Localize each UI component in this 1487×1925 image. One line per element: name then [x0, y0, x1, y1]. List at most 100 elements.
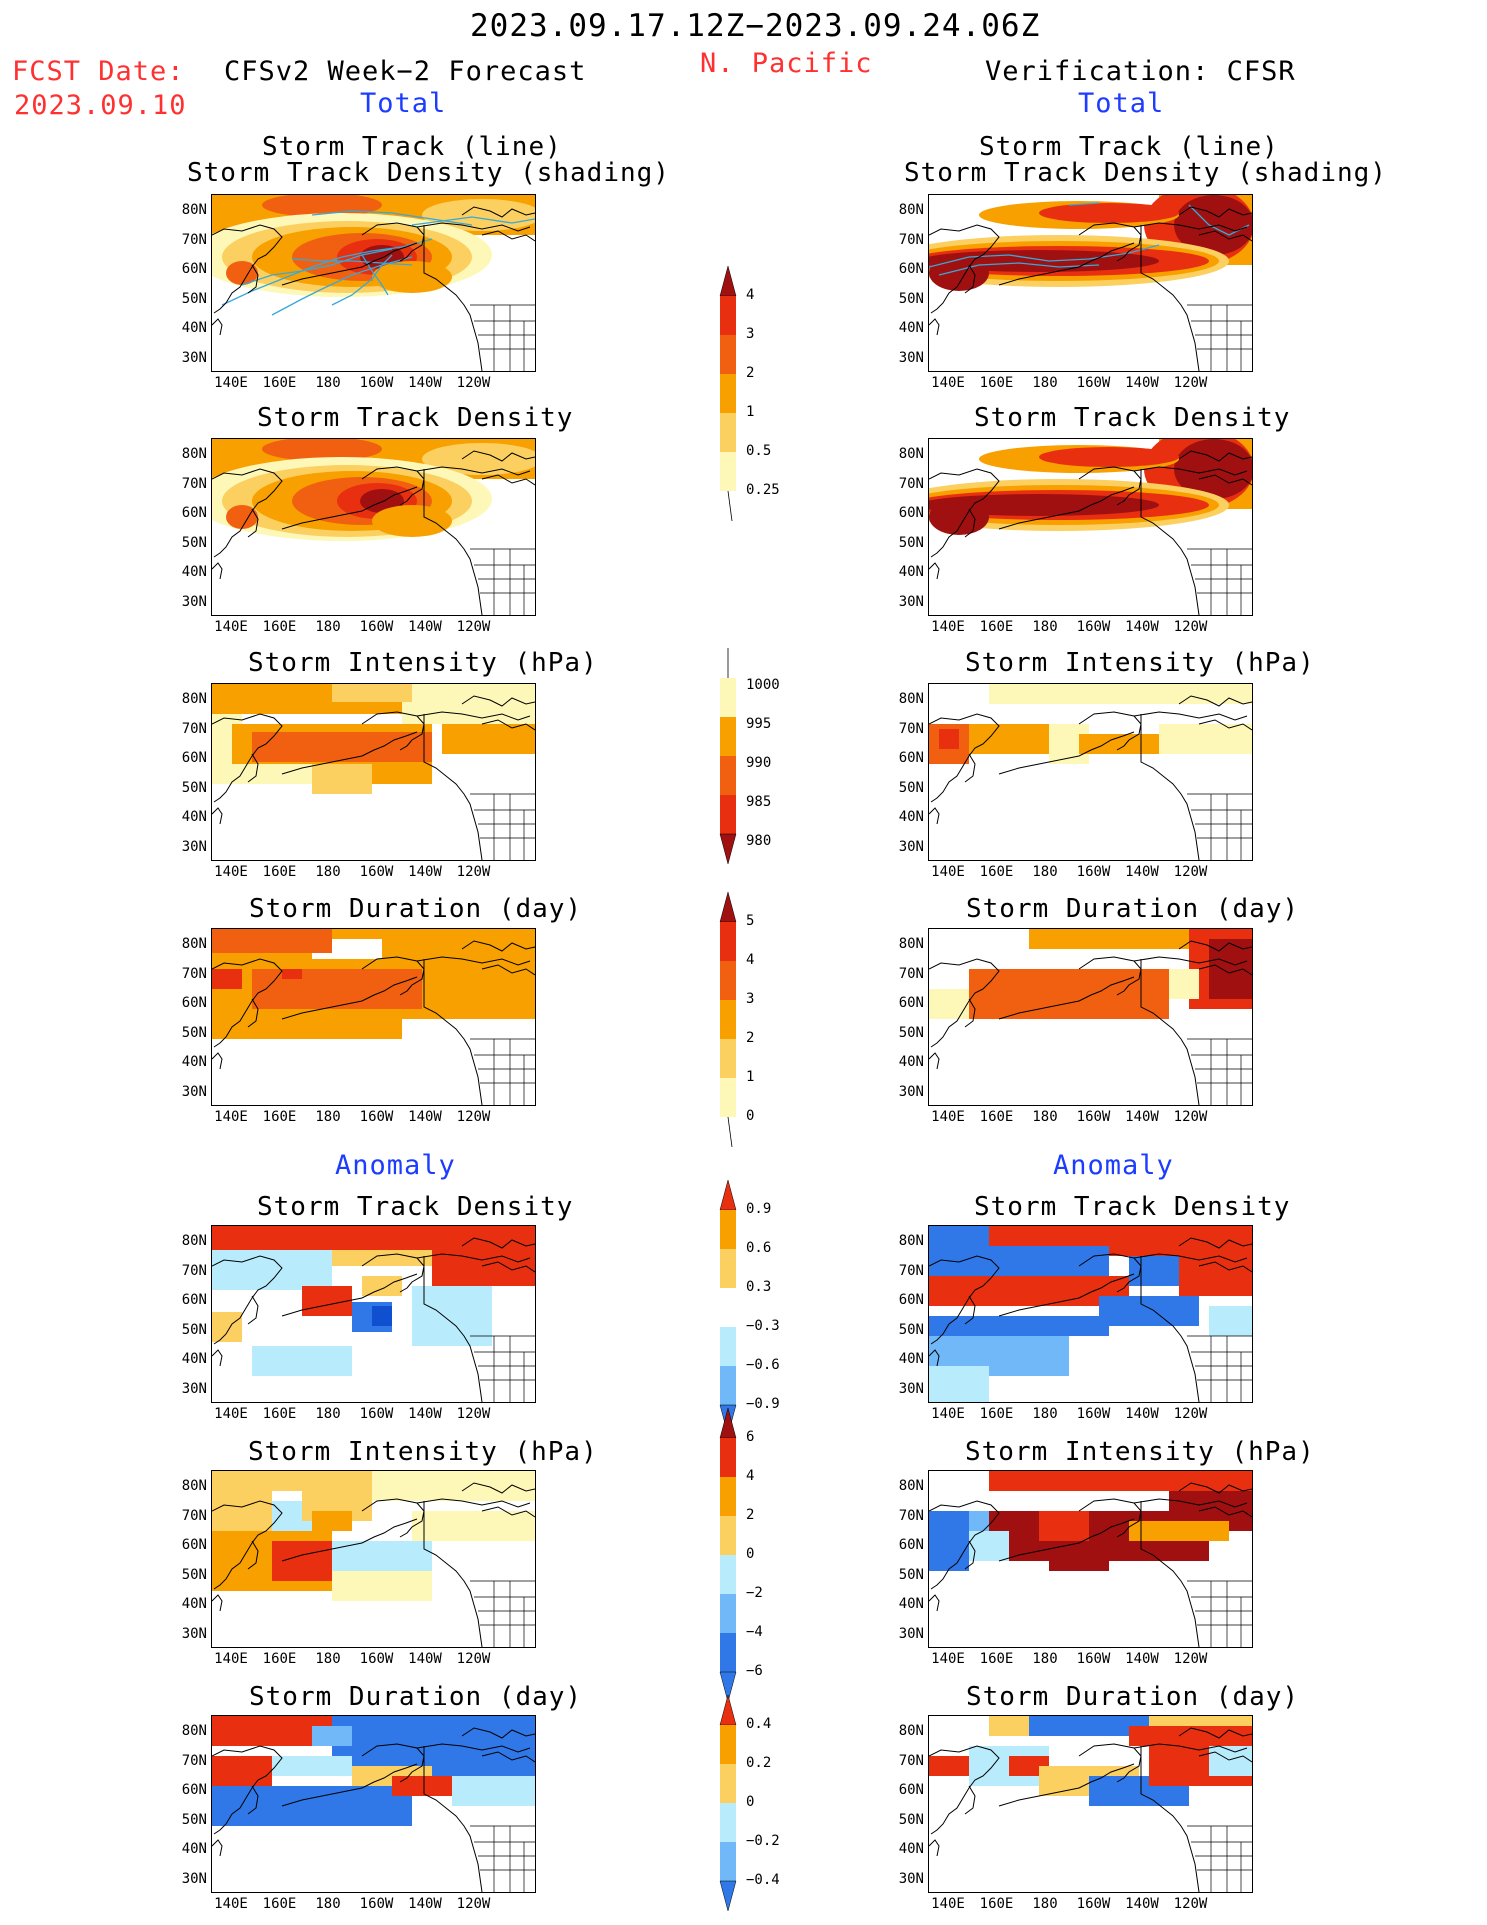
- y-tick-label: 30N: [181, 349, 207, 366]
- anomaly-label-right: Anomaly: [1053, 1150, 1174, 1181]
- coastline-aleutians: [998, 1763, 1135, 1807]
- storm-track-line: [929, 244, 1160, 268]
- coastline-asia: [929, 468, 1000, 558]
- x-tick-label: 140W: [1125, 1651, 1159, 1667]
- y-tick-label: 30N: [181, 593, 207, 610]
- colorbar-tick-label: 2: [746, 1507, 755, 1523]
- x-tick-label: 120W: [456, 375, 491, 391]
- storm-track-line: [241, 248, 393, 286]
- coastline-asia: [929, 1745, 1000, 1835]
- colorbar-block: [720, 452, 736, 491]
- shading-block: [272, 1541, 332, 1581]
- y-tick-label: 70N: [898, 475, 924, 492]
- y-tick-label: 50N: [898, 779, 924, 796]
- coastline-japan: [929, 1052, 940, 1070]
- x-tick-label: 140E: [214, 619, 248, 635]
- shading-block: [989, 684, 1252, 704]
- coastline-japan: [929, 1839, 940, 1857]
- map-svg: [212, 1226, 535, 1402]
- colorbar-tick-label: −2: [746, 1585, 763, 1601]
- y-tick-label: 40N: [181, 1054, 207, 1070]
- title-density-anom-right: Storm Track Density: [974, 1192, 1291, 1222]
- coastline-canada: [1198, 1506, 1252, 1518]
- shading-block: [212, 1009, 402, 1039]
- x-tick-label: 180: [1032, 1109, 1058, 1125]
- x-tick-label: 180: [1032, 1406, 1058, 1422]
- x-tick-label: 160W: [1076, 1896, 1111, 1912]
- y-tick-label: 40N: [181, 564, 207, 580]
- coastline-canada: [1198, 230, 1252, 242]
- map-panel-density-right: [928, 438, 1253, 616]
- x-tick-label: 140E: [214, 1651, 248, 1667]
- y-tick-label: 40N: [181, 320, 207, 336]
- colorbar-block: [720, 1633, 736, 1672]
- coastline-arctic-islands: [461, 1482, 535, 1494]
- shading-block: [1209, 1306, 1252, 1336]
- shading-block: [989, 1471, 1252, 1491]
- shading-block: [212, 929, 332, 953]
- y-tick-label: 30N: [181, 838, 207, 855]
- colorbar-block: [720, 1288, 736, 1327]
- y-tick-label: 70N: [181, 1507, 207, 1524]
- map-svg: [212, 684, 535, 860]
- x-tick-label: 120W: [456, 864, 491, 880]
- colorbar-block: [720, 717, 736, 756]
- shading-block: [1049, 1551, 1109, 1571]
- coastline-canada: [481, 474, 535, 486]
- y-tick-label: 40N: [898, 1054, 924, 1070]
- coastline-nw-america: [1140, 469, 1200, 615]
- title-track-line-right: Storm Track (line): [979, 132, 1279, 162]
- coastline-asia: [929, 713, 1000, 803]
- coastline-japan: [212, 1594, 223, 1612]
- coastline-japan: [212, 1349, 223, 1367]
- shading-block: [212, 764, 312, 784]
- colorbar-block: [720, 1477, 736, 1516]
- coastline-aleutians: [281, 1763, 418, 1807]
- y-tick-label: 60N: [898, 261, 924, 277]
- x-tick-label: 160E: [979, 1109, 1014, 1125]
- storm-track-line: [361, 254, 389, 296]
- colorbar-block: [720, 1438, 736, 1477]
- y-tick-label: 80N: [898, 936, 924, 952]
- coastline-arctic: [416, 956, 531, 966]
- x-tick-label: 160W: [359, 619, 394, 635]
- colorbar-arrow-bottom: [719, 1671, 737, 1702]
- colorbar-block: [720, 1000, 736, 1039]
- coastline-nw-america: [1140, 959, 1200, 1105]
- title-track-shading-left: Storm Track Density (shading): [187, 158, 670, 188]
- coastline-arctic-islands: [461, 450, 535, 462]
- shading-block: [372, 1306, 392, 1326]
- title-intensity-anom-right: Storm Intensity (hPa): [965, 1437, 1315, 1467]
- shading-block: [312, 1511, 352, 1531]
- x-tick-label: 140E: [931, 1406, 965, 1422]
- coastline-kamchatka: [247, 1785, 259, 1815]
- colorbar-tick-label: −0.4: [746, 1872, 780, 1888]
- storm-track-line: [938, 262, 1100, 276]
- coastline-arctic: [1133, 222, 1248, 232]
- shading-patch: [226, 261, 258, 285]
- coastline-arctic: [1133, 466, 1248, 476]
- colorbar-block: [720, 1555, 736, 1594]
- y-tick-label: 60N: [898, 1782, 924, 1798]
- colorbar-tail-bottom: [727, 1116, 733, 1147]
- x-tick-label: 180: [315, 1406, 341, 1422]
- y-tick-label: 80N: [181, 446, 207, 462]
- coastline-aleutians: [998, 1273, 1135, 1317]
- x-tick-label: 180: [1032, 619, 1058, 635]
- map-svg: [212, 1716, 535, 1892]
- colorbar-density-anom: [719, 1180, 737, 1435]
- y-tick-label: 70N: [181, 965, 207, 982]
- coastline-canada: [1198, 474, 1252, 486]
- border-states: [1191, 1336, 1252, 1402]
- shading-block: [442, 1019, 535, 1049]
- y-tick-label: 80N: [181, 1723, 207, 1739]
- border-states: [1191, 305, 1252, 371]
- colorbar-tick-label: −0.2: [746, 1833, 780, 1849]
- coastline-japan: [929, 562, 940, 580]
- x-tick-label: 180: [1032, 375, 1058, 391]
- y-tick-label: 70N: [181, 475, 207, 492]
- colorbar-tick-label: 4: [746, 952, 755, 968]
- coastline-nw-america: [423, 959, 483, 1105]
- x-tick-label: 180: [1032, 1896, 1058, 1912]
- y-tick-label: 70N: [181, 720, 207, 737]
